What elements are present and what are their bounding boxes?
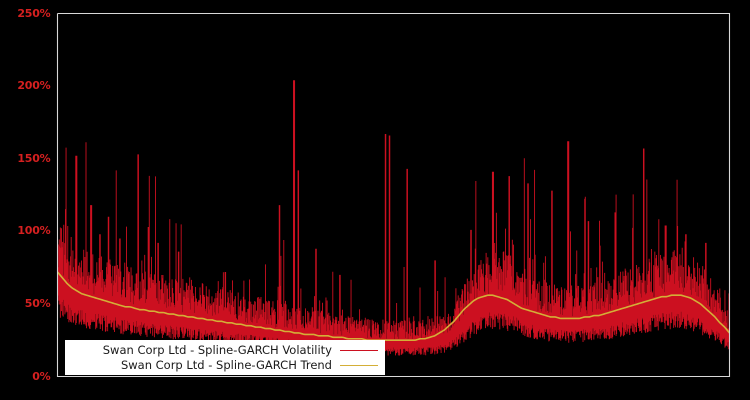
y-tick-label: 200% bbox=[17, 79, 51, 93]
y-tick-label: 50% bbox=[24, 296, 51, 310]
axis-frame bbox=[56, 12, 731, 378]
legend-item-volatility: Swan Corp Ltd - Spline-GARCH Volatility bbox=[70, 343, 378, 358]
legend-item-trend: Swan Corp Ltd - Spline-GARCH Trend bbox=[70, 358, 378, 373]
chart-legend: Swan Corp Ltd - Spline-GARCH Volatility … bbox=[65, 340, 385, 375]
legend-swatch-volatility bbox=[340, 349, 378, 351]
legend-swatch-trend bbox=[340, 364, 378, 366]
y-tick-label: 100% bbox=[17, 224, 51, 238]
trend-series bbox=[56, 271, 731, 341]
y-tick-label: 150% bbox=[17, 151, 51, 165]
y-tick-label: 250% bbox=[17, 6, 51, 20]
y-tick-label: 0% bbox=[32, 369, 51, 383]
legend-label-trend: Swan Corp Ltd - Spline-GARCH Trend bbox=[120, 358, 332, 372]
legend-label-volatility: Swan Corp Ltd - Spline-GARCH Volatility bbox=[102, 343, 332, 357]
